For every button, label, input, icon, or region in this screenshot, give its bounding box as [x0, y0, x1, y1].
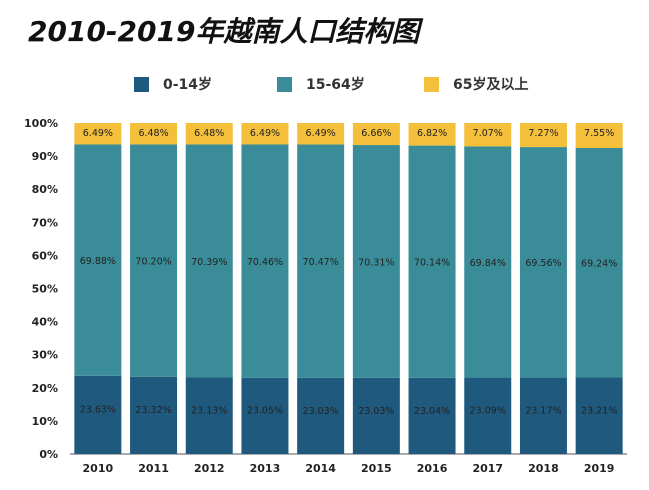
y-tick-label: 20% [32, 382, 58, 395]
bar-segment-2014-1 [297, 144, 345, 378]
x-tick-label: 2019 [584, 462, 615, 475]
data-label-2019-2: 7.55% [584, 128, 614, 139]
bar-segment-2017-2 [464, 123, 512, 147]
bar-segment-2019-1 [575, 147, 623, 378]
bar-segment-2016-2 [408, 123, 456, 146]
data-label-2018-2: 7.27% [528, 128, 558, 139]
data-label-2012-0: 23.13% [191, 406, 227, 417]
x-tick-label: 2018 [528, 462, 559, 475]
data-label-2017-1: 69.84% [470, 258, 506, 269]
x-tick-label: 2012 [194, 462, 225, 475]
data-label-2016-1: 70.14% [414, 258, 450, 269]
y-tick-label: 90% [32, 150, 58, 163]
bar-segment-2015-2 [352, 123, 400, 146]
x-tick-label: 2010 [83, 462, 114, 475]
data-label-2010-2: 6.49% [83, 128, 113, 139]
y-tick-label: 40% [32, 316, 58, 329]
legend-swatch-65-plus [424, 76, 439, 92]
chart-title: 2010-2019年越南人口结构图 [28, 15, 420, 48]
bar-segment-2017-1 [464, 146, 512, 378]
y-tick-label: 0% [39, 448, 58, 461]
data-label-2016-2: 6.82% [417, 128, 447, 139]
data-label-2015-1: 70.31% [358, 257, 394, 268]
x-tick-label: 2011 [138, 462, 169, 475]
legend-label-0-14: 0-14岁 [163, 77, 213, 93]
legend-item-15-64: 15-64岁 [277, 74, 365, 94]
data-label-2011-2: 6.48% [138, 128, 168, 139]
data-label-2012-2: 6.48% [194, 128, 224, 139]
data-label-2017-0: 23.09% [470, 406, 506, 417]
x-tick-label: 2013 [250, 462, 281, 475]
bar-segment-2018-1 [519, 147, 567, 378]
data-label-2010-1: 69.88% [80, 256, 116, 267]
y-tick-label: 10% [32, 415, 58, 428]
bar-segment-2016-0 [408, 377, 456, 454]
legend-swatch-0-14 [134, 76, 149, 92]
legend-item-0-14: 0-14岁 [134, 74, 212, 94]
data-label-2014-0: 23.03% [303, 406, 339, 417]
x-tick-label: 2015 [361, 462, 392, 475]
data-label-2013-1: 70.46% [247, 257, 283, 268]
bar-segment-2014-0 [297, 377, 345, 454]
bar-segment-2018-0 [519, 377, 567, 454]
data-label-2014-2: 6.49% [306, 128, 336, 139]
data-label-2013-0: 23.05% [247, 406, 283, 417]
y-tick-label: 70% [32, 216, 58, 229]
bar-segment-2015-1 [352, 145, 400, 378]
data-label-2014-1: 70.47% [303, 257, 339, 268]
data-label-2010-0: 23.63% [80, 405, 116, 416]
legend-label-15-64: 15-64岁 [306, 77, 365, 93]
bar-segment-2015-0 [352, 377, 400, 454]
legend: 0-14岁 15-64岁 65岁及以上 [0, 74, 649, 96]
bar-segment-2019-2 [575, 123, 623, 148]
bar-segment-2017-0 [464, 377, 512, 454]
data-label-2017-2: 7.07% [473, 128, 503, 139]
data-label-2012-1: 70.39% [191, 257, 227, 268]
data-label-2016-0: 23.04% [414, 406, 450, 417]
bar-segment-2010-2 [74, 123, 122, 145]
x-tick-label: 2016 [417, 462, 448, 475]
bar-segment-2013-0 [241, 377, 289, 454]
bar-segment-2016-1 [408, 145, 456, 378]
y-tick-label: 60% [32, 249, 58, 262]
legend-item-65-plus: 65岁及以上 [424, 74, 528, 94]
bar-segment-2012-1 [185, 144, 233, 378]
bar-segment-2013-1 [241, 144, 289, 378]
data-label-2019-0: 23.21% [581, 405, 617, 416]
data-label-2011-1: 70.20% [135, 257, 171, 268]
legend-swatch-15-64 [277, 76, 292, 92]
data-label-2018-0: 23.17% [525, 406, 561, 417]
y-tick-label: 80% [32, 183, 58, 196]
bar-segment-2013-2 [241, 123, 289, 145]
bar-segment-2018-2 [519, 123, 567, 148]
data-label-2015-0: 23.03% [358, 406, 394, 417]
bar-segment-2012-2 [185, 123, 233, 145]
data-label-2019-1: 69.24% [581, 259, 617, 270]
data-label-2015-2: 6.66% [361, 128, 391, 139]
bar-segment-2010-1 [74, 144, 122, 376]
data-label-2011-0: 23.32% [135, 405, 171, 416]
bar-segment-2011-0 [130, 376, 178, 454]
data-label-2013-2: 6.49% [250, 128, 280, 139]
x-tick-label: 2017 [472, 462, 503, 475]
y-tick-label: 50% [32, 283, 58, 296]
bar-segment-2010-0 [74, 375, 122, 454]
bar-segment-2014-2 [297, 123, 345, 145]
bar-segment-2011-2 [130, 123, 178, 145]
bar-segment-2019-0 [575, 377, 623, 454]
data-label-2018-1: 69.56% [525, 258, 561, 269]
y-tick-label: 30% [32, 349, 58, 362]
bar-segment-2011-1 [130, 144, 178, 377]
legend-label-65-plus: 65岁及以上 [453, 77, 529, 93]
x-tick-label: 2014 [305, 462, 336, 475]
bar-segment-2012-0 [185, 377, 233, 454]
y-tick-label: 100% [24, 117, 58, 130]
